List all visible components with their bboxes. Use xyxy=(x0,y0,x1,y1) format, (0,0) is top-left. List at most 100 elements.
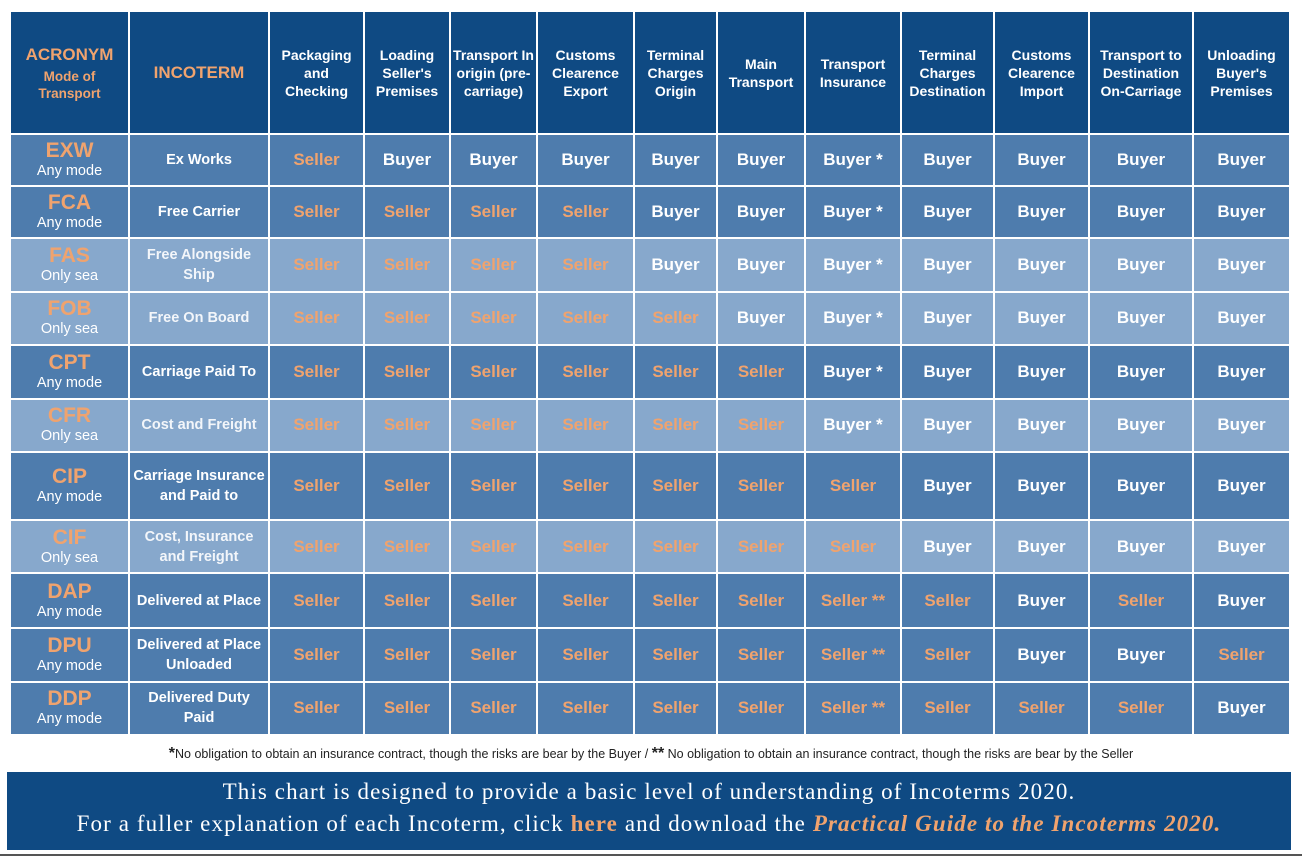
responsibility-cell: Seller xyxy=(268,343,365,400)
incoterm-name: Delivered at Place Unloaded xyxy=(128,626,270,683)
banner-line-2: For a fuller explanation of each Incoter… xyxy=(7,811,1291,837)
footnote-star-seller: ** xyxy=(651,745,665,762)
responsibility-cell: Seller xyxy=(363,185,451,240)
acronym-cell: FCA Any mode xyxy=(9,185,130,240)
responsibility-cell: Buyer xyxy=(1192,680,1291,737)
table-row-fca: FCA Any mode Free Carrier Seller Seller Selle… xyxy=(9,185,1291,240)
responsibility-cell: Seller xyxy=(804,451,902,522)
stage-header-customs-export: Customs Clearence Export xyxy=(536,10,635,135)
responsibility-cell: Seller xyxy=(449,290,538,346)
responsibility-cell: Buyer xyxy=(1192,519,1291,575)
stage-header-insurance: Transport Insurance xyxy=(804,10,902,135)
responsibility-cell: Buyer xyxy=(993,572,1090,629)
footnote: *No obligation to obtain an insurance co… xyxy=(0,745,1302,763)
acronym-cell: CPT Any mode xyxy=(9,343,130,400)
responsibility-cell: Seller xyxy=(363,451,451,522)
transport-mode: Any mode xyxy=(36,374,103,391)
responsibility-cell: Seller xyxy=(268,397,365,454)
responsibility-cell: Buyer xyxy=(1088,397,1194,454)
responsibility-cell: Seller xyxy=(268,237,365,293)
incoterm-code: CIF xyxy=(52,525,87,549)
responsibility-cell: Buyer xyxy=(900,451,995,522)
responsibility-cell: Buyer xyxy=(900,132,995,188)
transport-mode: Only sea xyxy=(40,428,99,445)
responsibility-cell: Seller xyxy=(449,237,538,293)
incoterm-code: FCA xyxy=(47,191,92,215)
here-link[interactable]: here xyxy=(570,811,618,836)
responsibility-cell: Seller xyxy=(536,290,635,346)
table-body: EXW Any mode Ex Works Seller Buyer Buyer Buyer… xyxy=(9,132,1291,737)
responsibility-cell: Buyer xyxy=(1192,397,1291,454)
responsibility-cell: Seller xyxy=(363,397,451,454)
responsibility-cell: Seller xyxy=(633,451,718,522)
responsibility-cell: Seller xyxy=(363,237,451,293)
responsibility-cell: Buyer xyxy=(993,343,1090,400)
incoterm-code: FOB xyxy=(47,297,92,321)
transport-mode: Only sea xyxy=(40,549,99,566)
responsibility-cell: Buyer xyxy=(633,132,718,188)
responsibility-cell: Seller xyxy=(536,519,635,575)
responsibility-cell: Seller xyxy=(268,290,365,346)
acronym-column-header: ACRONYM Mode of Transport xyxy=(9,10,130,135)
responsibility-cell: Seller xyxy=(804,519,902,575)
incoterm-code: CPT xyxy=(48,350,91,374)
info-banner: This chart is designed to provide a basi… xyxy=(7,772,1291,850)
acronym-cell: DAP Any mode xyxy=(9,572,130,629)
practical-guide-link[interactable]: Practical Guide to the Incoterms 2020. xyxy=(812,811,1222,836)
responsibility-cell: Seller xyxy=(449,572,538,629)
responsibility-cell: Buyer * xyxy=(804,290,902,346)
acronym-cell: FAS Only sea xyxy=(9,237,130,293)
stage-header-transport-origin: Transport In origin (pre-carriage) xyxy=(449,10,538,135)
table-row-cpt: CPT Any mode Carriage Paid To Seller Seller S… xyxy=(9,343,1291,400)
responsibility-cell: Buyer xyxy=(993,626,1090,683)
incoterm-name: Carriage Insurance and Paid to xyxy=(128,451,270,522)
incoterm-name: Delivered at Place xyxy=(128,572,270,629)
incoterm-name: Carriage Paid To xyxy=(128,343,270,400)
stage-header-terminal-destination: Terminal Charges Destination xyxy=(900,10,995,135)
responsibility-cell: Buyer * xyxy=(804,185,902,240)
transport-mode: Any mode xyxy=(36,215,103,232)
responsibility-cell: Seller xyxy=(363,572,451,629)
incoterm-name: Cost, Insurance and Freight xyxy=(128,519,270,575)
responsibility-cell: Seller xyxy=(716,572,806,629)
responsibility-cell: Buyer xyxy=(1192,572,1291,629)
responsibility-cell: Buyer xyxy=(633,185,718,240)
bottom-divider xyxy=(0,854,1302,856)
acronym-cell: FOB Only sea xyxy=(9,290,130,346)
responsibility-cell: Seller ** xyxy=(804,626,902,683)
responsibility-cell: Seller xyxy=(716,451,806,522)
table-row-dap: DAP Any mode Delivered at Place Seller Selle… xyxy=(9,572,1291,629)
responsibility-cell: Buyer xyxy=(993,397,1090,454)
responsibility-cell: Buyer xyxy=(1088,185,1194,240)
responsibility-cell: Seller xyxy=(993,680,1090,737)
stage-header-terminal-origin: Terminal Charges Origin xyxy=(633,10,718,135)
responsibility-cell: Buyer xyxy=(449,132,538,188)
responsibility-cell: Buyer * xyxy=(804,397,902,454)
responsibility-cell: Seller xyxy=(268,132,365,188)
stage-header-customs-import: Customs Clearence Import xyxy=(993,10,1090,135)
transport-mode: Any mode xyxy=(36,711,103,728)
acronym-header-label: ACRONYM xyxy=(25,44,114,64)
incoterm-code: EXW xyxy=(45,139,94,163)
responsibility-cell: Buyer xyxy=(993,132,1090,188)
responsibility-cell: Seller xyxy=(633,572,718,629)
table-header-row: ACRONYM Mode of Transport INCOTERM Packa… xyxy=(9,10,1291,135)
table-row-fas: FAS Only sea Free Alongside Ship Seller Sell… xyxy=(9,237,1291,293)
transport-mode: Any mode xyxy=(36,603,103,620)
responsibility-cell: Seller xyxy=(716,397,806,454)
responsibility-cell: Buyer xyxy=(1088,343,1194,400)
responsibility-cell: Buyer xyxy=(1192,237,1291,293)
responsibility-cell: Seller xyxy=(536,397,635,454)
footnote-star-buyer: * xyxy=(168,745,176,762)
responsibility-cell: Seller xyxy=(536,185,635,240)
responsibility-cell: Buyer xyxy=(1088,626,1194,683)
responsibility-cell: Buyer xyxy=(900,397,995,454)
responsibility-cell: Seller xyxy=(536,572,635,629)
responsibility-cell: Seller xyxy=(449,343,538,400)
responsibility-cell: Buyer xyxy=(363,132,451,188)
table-row-ddp: DDP Any mode Delivered Duty Paid Seller Sell… xyxy=(9,680,1291,737)
stage-header-packaging: Packaging and Checking xyxy=(268,10,365,135)
banner-line-2-middle: and download the xyxy=(617,811,813,836)
responsibility-cell: Buyer xyxy=(1192,451,1291,522)
responsibility-cell: Seller xyxy=(716,343,806,400)
